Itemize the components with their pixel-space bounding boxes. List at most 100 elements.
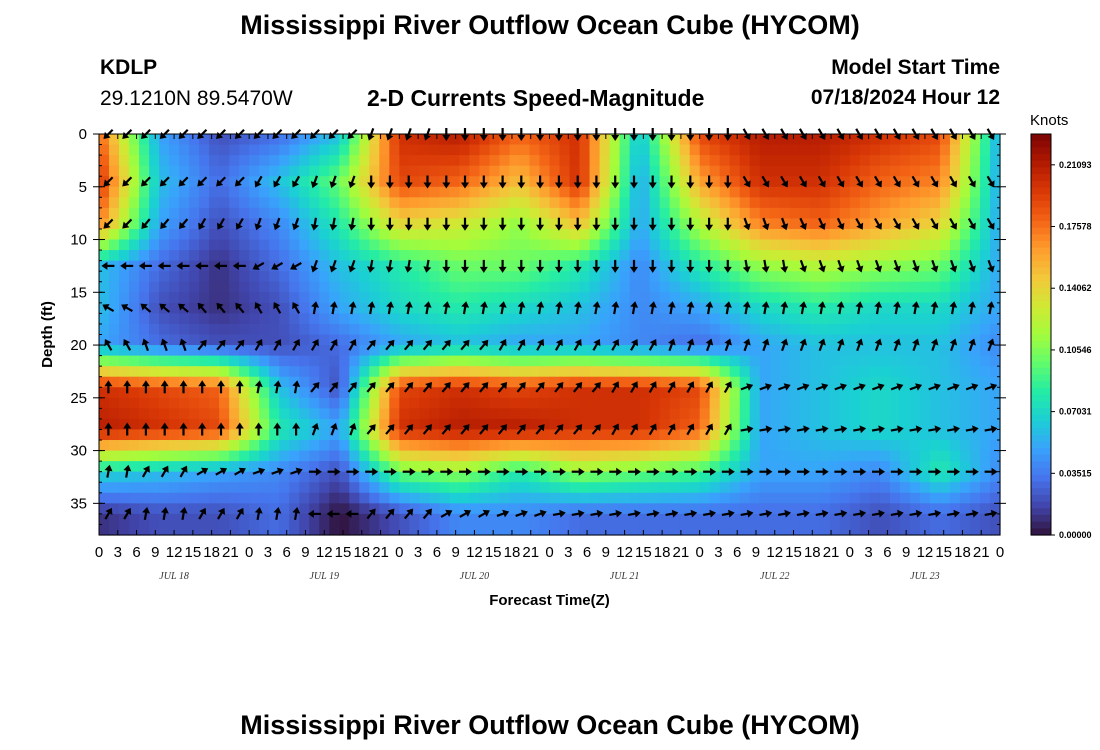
heatmap-cell <box>319 228 330 241</box>
heatmap-cell <box>579 492 591 504</box>
heatmap-cell <box>649 492 661 504</box>
heatmap-cell <box>119 292 130 304</box>
heatmap-cell <box>619 155 631 167</box>
heatmap-cell <box>459 207 471 220</box>
heatmap-cell <box>739 503 751 515</box>
heatmap-cell <box>439 144 450 156</box>
heatmap-cell <box>799 323 811 336</box>
heatmap-cell <box>189 482 200 494</box>
heatmap-cell <box>749 134 761 146</box>
heatmap-cell <box>369 513 380 526</box>
heatmap-cell <box>389 260 400 272</box>
heatmap-cell <box>169 218 180 230</box>
heatmap-cell <box>559 513 571 526</box>
heatmap-cell <box>549 302 561 314</box>
current-arrow <box>986 217 995 230</box>
heatmap-cell <box>749 471 761 483</box>
heatmap-cell <box>889 239 901 251</box>
heatmap-cell <box>399 228 410 241</box>
heatmap-cell <box>829 165 841 177</box>
heatmap-cell <box>449 176 460 188</box>
heatmap-cell <box>759 376 771 388</box>
heatmap-cell <box>769 429 781 441</box>
heatmap-cell <box>579 197 591 209</box>
heatmap-cell <box>559 345 571 357</box>
heatmap-cell <box>499 376 511 388</box>
current-arrow <box>684 509 698 518</box>
heatmap-cell <box>829 218 841 230</box>
heatmap-cell <box>929 250 941 262</box>
heatmap-cell <box>669 471 681 483</box>
heatmap-cell <box>809 207 821 220</box>
heatmap-cell <box>109 482 120 494</box>
heatmap-cell <box>489 492 501 504</box>
heatmap-cell <box>769 260 781 272</box>
heatmap-cell <box>789 513 801 526</box>
heatmap-cell <box>659 134 671 146</box>
heatmap-cell <box>439 524 450 536</box>
heatmap-cell <box>839 313 851 325</box>
heatmap-cell <box>469 134 481 146</box>
heatmap-cell <box>859 313 871 325</box>
current-arrow <box>780 338 789 352</box>
heatmap-cell <box>129 250 140 262</box>
heatmap-cell <box>189 513 200 526</box>
current-arrow <box>912 259 920 273</box>
heatmap-cell <box>939 503 951 515</box>
heatmap-cell <box>299 134 310 146</box>
heatmap-cell <box>139 197 150 209</box>
heatmap-cell <box>539 250 551 262</box>
heatmap-cell <box>329 345 340 357</box>
heatmap-cell <box>489 292 501 304</box>
heatmap-cell <box>219 387 230 399</box>
heatmap-cell <box>269 292 280 304</box>
heatmap-cell <box>899 250 911 262</box>
heatmap-cell <box>199 186 210 198</box>
heatmap-cell <box>399 197 410 209</box>
current-arrow <box>536 128 545 141</box>
heatmap-cell <box>859 134 871 146</box>
colorbar-tick-label: 0.17578 <box>1059 222 1092 232</box>
heatmap-cell <box>279 134 290 146</box>
heatmap-cell <box>509 482 521 494</box>
heatmap-cell <box>769 176 781 188</box>
heatmap-cell <box>869 492 881 504</box>
heatmap-cell <box>939 292 951 304</box>
heatmap-cell <box>509 281 521 293</box>
heatmap-cell <box>259 144 270 156</box>
heatmap-cell <box>299 429 310 441</box>
heatmap-cell <box>629 418 641 431</box>
heatmap-cell <box>249 176 260 188</box>
heatmap-cell <box>669 513 681 526</box>
heatmap-cell <box>549 482 561 494</box>
current-arrow <box>571 467 585 476</box>
current-arrow <box>630 381 638 394</box>
heatmap-cell <box>239 218 250 230</box>
heatmap-cell <box>559 461 571 473</box>
heatmap-cell <box>749 355 761 367</box>
heatmap-cell <box>929 197 941 209</box>
heatmap-cell <box>769 207 781 220</box>
heatmap-cell <box>239 250 250 262</box>
heatmap-cell <box>919 482 931 494</box>
heatmap-cell <box>799 271 811 283</box>
heatmap-cell <box>109 228 120 241</box>
heatmap-cell <box>469 355 481 367</box>
heatmap-cell <box>419 482 430 494</box>
heatmap-cell <box>429 281 440 293</box>
heatmap-cell <box>419 281 430 293</box>
heatmap-cell <box>549 271 561 283</box>
heatmap-cell <box>639 387 651 399</box>
heatmap-cell <box>499 271 511 283</box>
x-tick-label: 3 <box>414 544 422 561</box>
current-arrow <box>142 507 151 520</box>
heatmap-cell <box>369 260 380 272</box>
heatmap-cell <box>819 461 831 473</box>
current-arrow <box>855 338 864 352</box>
heatmap-cell <box>519 471 531 483</box>
heatmap-cell <box>989 186 1001 198</box>
heatmap-cell <box>529 239 541 251</box>
heatmap-cell <box>299 461 310 473</box>
heatmap-cell <box>139 313 150 325</box>
heatmap-cell <box>639 355 651 367</box>
